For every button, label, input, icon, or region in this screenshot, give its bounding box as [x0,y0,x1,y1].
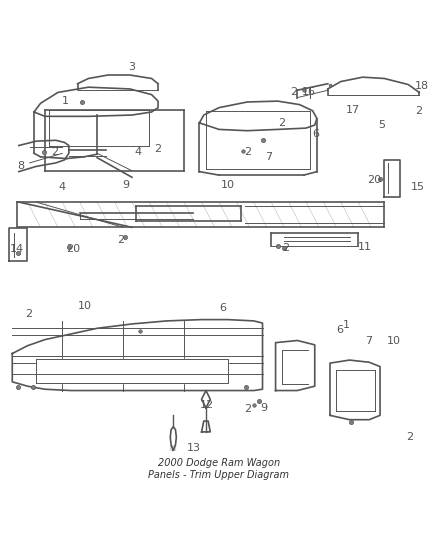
Text: 2: 2 [117,235,124,245]
Text: 2: 2 [51,147,58,157]
Text: 11: 11 [358,242,372,252]
Polygon shape [276,341,315,391]
Text: 20: 20 [66,244,80,254]
Text: 1: 1 [343,320,350,330]
Polygon shape [19,140,69,172]
Text: 20: 20 [367,175,381,185]
Text: 15: 15 [410,182,424,192]
Text: 2: 2 [282,243,289,253]
Polygon shape [385,160,399,197]
Text: 14: 14 [10,244,24,254]
Text: 10: 10 [387,336,401,346]
Polygon shape [9,228,27,261]
Text: 6: 6 [219,303,226,313]
Polygon shape [330,360,380,419]
Polygon shape [12,320,262,391]
Text: 2: 2 [406,432,413,442]
Text: 2: 2 [290,87,297,98]
Text: 4: 4 [135,147,142,157]
Text: 7: 7 [265,152,272,163]
Polygon shape [36,359,228,383]
Text: 5: 5 [378,120,385,130]
Text: 2: 2 [278,118,285,128]
Text: 16: 16 [302,87,316,98]
Polygon shape [201,421,210,432]
Text: 4: 4 [59,182,66,192]
Text: 12: 12 [200,400,214,410]
Text: 2: 2 [415,106,422,116]
Polygon shape [271,232,358,246]
Text: 2: 2 [25,309,33,319]
Text: 1: 1 [62,96,69,106]
Text: 6: 6 [312,129,319,139]
Text: 17: 17 [346,106,360,116]
Text: 10: 10 [221,180,235,190]
Text: 3: 3 [128,61,135,71]
Polygon shape [201,391,210,408]
Text: 9: 9 [260,403,267,413]
Text: 2000 Dodge Ram Wagon
Panels - Trim Upper Diagram: 2000 Dodge Ram Wagon Panels - Trim Upper… [148,458,290,480]
Text: 6: 6 [336,325,343,335]
Text: 2: 2 [244,148,251,157]
Text: 9: 9 [122,180,129,190]
Text: 10: 10 [78,301,92,311]
Text: 13: 13 [186,443,200,454]
Text: 18: 18 [415,81,429,91]
Text: 2: 2 [244,404,251,414]
Polygon shape [170,426,177,450]
Text: 8: 8 [17,160,24,171]
Text: 7: 7 [365,336,372,346]
Text: 2: 2 [155,144,162,154]
